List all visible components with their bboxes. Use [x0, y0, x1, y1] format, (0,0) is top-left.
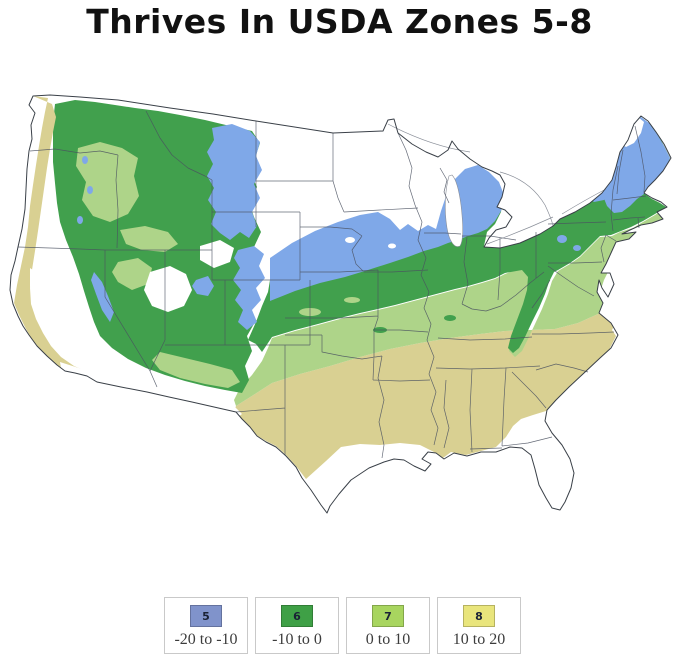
- pennsylvania-blue-dots: [557, 235, 581, 251]
- legend-item-zone5: 5 -20 to -10: [164, 597, 248, 654]
- zone7-range: 0 to 10: [365, 631, 411, 648]
- zone6-range: -10 to 0: [272, 631, 322, 648]
- zone6-swatch: 6: [281, 605, 313, 627]
- zone5-swatch: 5: [190, 605, 222, 627]
- state-borders: [17, 110, 647, 459]
- legend-item-zone6: 6 -10 to 0: [255, 597, 339, 654]
- page-title: Thrives In USDA Zones 5-8: [86, 2, 593, 41]
- legend-item-zone7: 7 0 to 10: [346, 597, 430, 654]
- newengland-blue: [602, 117, 670, 213]
- zone5-range: -20 to -10: [174, 631, 238, 648]
- zone8-swatch: 8: [463, 605, 495, 627]
- us-outline: [9, 94, 672, 514]
- zone5-number: 5: [202, 609, 210, 623]
- lake-outlines: [387, 123, 607, 245]
- legend-item-zone8: 8 10 to 20: [437, 597, 521, 654]
- zone-fill-layer: [10, 95, 671, 513]
- lake-michigan: [444, 174, 464, 247]
- zone8-number: 8: [475, 609, 483, 623]
- legend: 5 -20 to -10 6 -10 to 0 7 0 to 10 8 10 t…: [164, 597, 521, 654]
- zone7-swatch: 7: [372, 605, 404, 627]
- west-lightgreen-patches: [76, 142, 360, 388]
- west-blue-patches: [77, 124, 265, 330]
- zone7-number: 7: [384, 609, 392, 623]
- west-coast-tan: [14, 96, 96, 383]
- zone6-number: 6: [293, 609, 301, 623]
- zone8-range: 10 to 20: [452, 631, 506, 648]
